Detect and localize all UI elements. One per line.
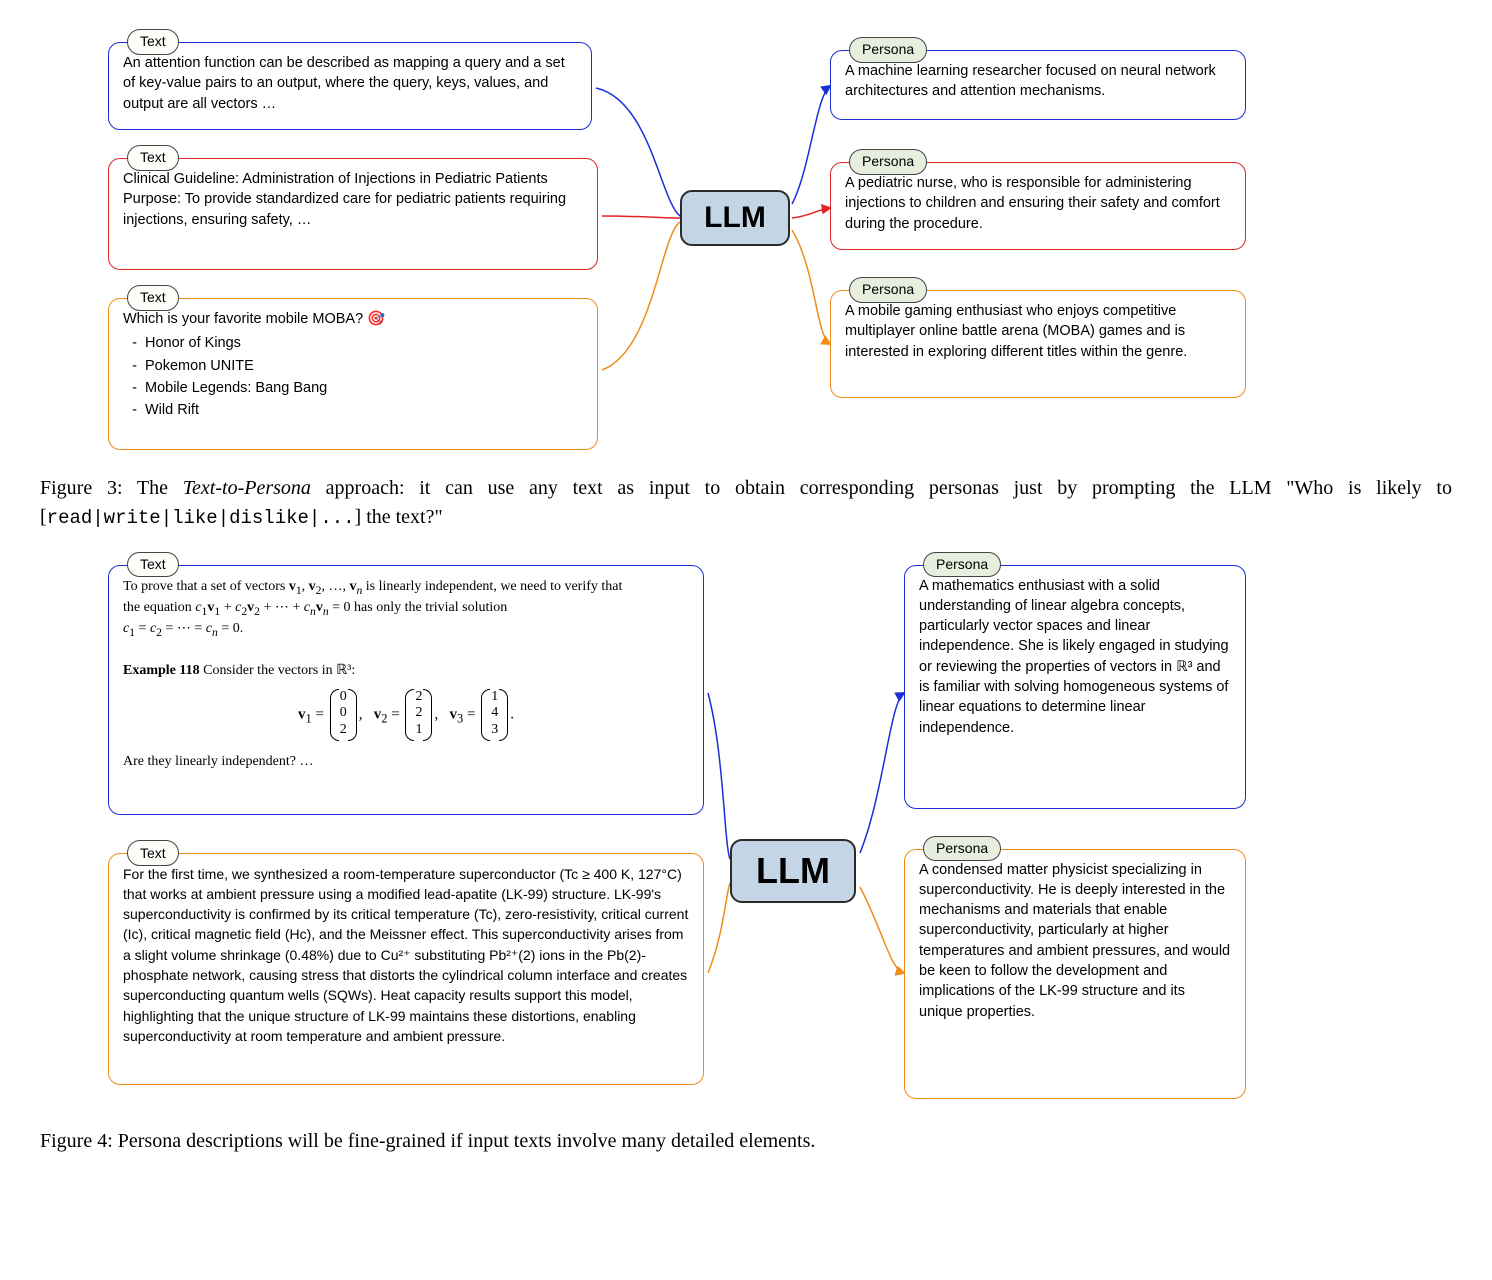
llm-node: LLM: [680, 190, 790, 246]
text-box-1: Text To prove that a set of vectors v1, …: [108, 565, 704, 815]
persona-box-3-content: A mobile gaming enthusiast who enjoys co…: [845, 301, 1231, 362]
t: Consider the vectors in ℝ³:: [200, 663, 356, 678]
text-box-3-intro: Which is your favorite mobile MOBA? 🎯: [123, 309, 583, 329]
tag-text: Text: [127, 145, 179, 171]
figure-3-caption: Figure 3: The Text-to-Persona approach: …: [40, 474, 1452, 533]
figure-3-diagram: Text An attention function can be descri…: [40, 30, 1452, 460]
edge-text2-llm: [602, 216, 680, 218]
text-box-1-content: An attention function can be described a…: [123, 53, 577, 114]
figure-4-diagram: Text To prove that a set of vectors v1, …: [40, 553, 1452, 1113]
edge-text3-llm: [602, 222, 680, 370]
t: the equation: [123, 600, 195, 615]
figure-4-caption: Figure 4: Persona descriptions will be f…: [40, 1127, 1452, 1156]
text-box-3: Text Which is your favorite mobile MOBA?…: [108, 298, 598, 450]
persona-box-2: Persona A condensed matter physicist spe…: [904, 849, 1246, 1099]
edge-text1-llm: [708, 693, 730, 859]
edge-text1-llm: [596, 88, 680, 216]
tag-text: Text: [127, 840, 179, 866]
llm-node: LLM: [730, 839, 856, 903]
persona-box-1-content: A mathematics enthusiast with a solid un…: [919, 576, 1231, 738]
text-box-2-content: Clinical Guideline: Administration of In…: [123, 169, 583, 230]
figure-3: Text An attention function can be descri…: [40, 30, 1452, 533]
list-item: Mobile Legends: Bang Bang: [145, 378, 583, 398]
edge-llm-persona2: [792, 208, 830, 218]
persona-box-2-content: A condensed matter physicist specializin…: [919, 860, 1231, 1022]
t: has only the trivial solution: [351, 600, 508, 615]
example-label: Example 118: [123, 663, 200, 678]
persona-box-2: Persona A pediatric nurse, who is respon…: [830, 162, 1246, 250]
list-item: Pokemon UNITE: [145, 356, 583, 376]
caption-mono: read|write|like|dislike|...: [47, 507, 355, 529]
text-box-2: Text For the first time, we synthesized …: [108, 853, 704, 1085]
tag-persona: Persona: [849, 277, 927, 303]
persona-box-1: Persona A mathematics enthusiast with a …: [904, 565, 1246, 809]
llm-label: LLM: [756, 850, 830, 892]
llm-label: LLM: [704, 201, 766, 235]
caption-text: ] the text?": [355, 506, 443, 528]
tag-persona: Persona: [923, 552, 1001, 578]
text-box-1: Text An attention function can be descri…: [108, 42, 592, 130]
tag-persona: Persona: [923, 836, 1001, 862]
tag-text: Text: [127, 552, 179, 578]
tag-persona: Persona: [849, 149, 927, 175]
text-box-2: Text Clinical Guideline: Administration …: [108, 158, 598, 270]
persona-box-3: Persona A mobile gaming enthusiast who e…: [830, 290, 1246, 398]
t: To prove that a set of vectors: [123, 579, 289, 594]
persona-box-1-content: A machine learning researcher focused on…: [845, 61, 1231, 102]
edge-llm-persona1: [860, 693, 904, 853]
t: Are they linearly independent? …: [123, 754, 313, 769]
persona-box-1: Persona A machine learning researcher fo…: [830, 50, 1246, 120]
tag-text: Text: [127, 29, 179, 55]
edge-text2-llm: [708, 883, 730, 973]
edge-llm-persona3: [792, 230, 830, 344]
persona-box-2-content: A pediatric nurse, who is responsible fo…: [845, 173, 1231, 234]
edge-llm-persona1: [792, 86, 830, 204]
text-box-2-content: For the first time, we synthesized a roo…: [123, 864, 689, 1047]
text-box-1-content: To prove that a set of vectors v1, v2, ……: [123, 576, 689, 772]
list-item: Honor of Kings: [145, 333, 583, 353]
list-item: Wild Rift: [145, 400, 583, 420]
edge-llm-persona2: [860, 887, 904, 973]
text-box-3-list: Honor of Kings Pokemon UNITE Mobile Lege…: [123, 333, 583, 420]
figure-4: Text To prove that a set of vectors v1, …: [40, 553, 1452, 1156]
t: is linearly independent, we need to veri…: [362, 579, 622, 594]
tag-persona: Persona: [849, 37, 927, 63]
tag-text: Text: [127, 285, 179, 311]
caption-text: Figure 3: The: [40, 477, 183, 499]
caption-ital: Text-to-Persona: [183, 477, 311, 499]
